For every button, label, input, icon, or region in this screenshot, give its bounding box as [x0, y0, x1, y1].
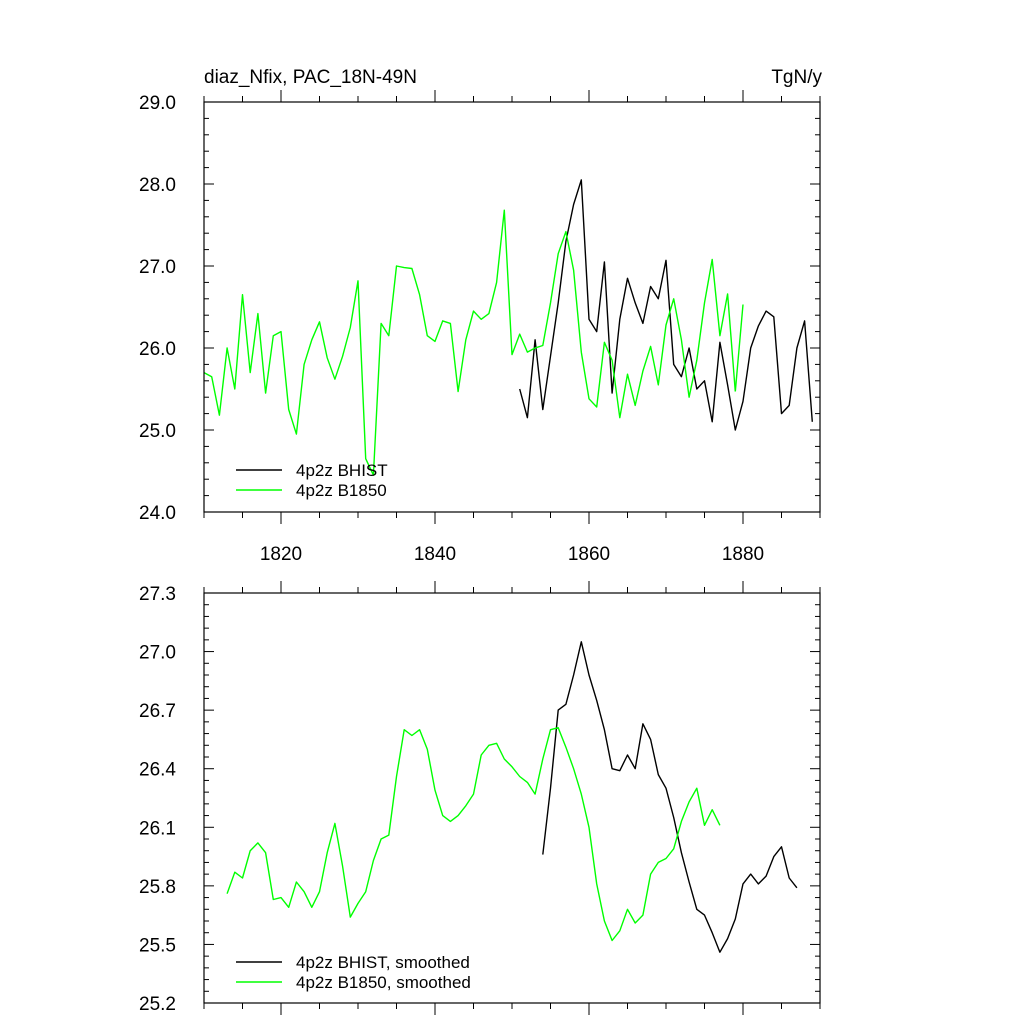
top-axis-ticks: 24.0 25.0 26.0 27.0 28.0 29.0 1820 1840 1860 1880: [139, 90, 821, 565]
y-tick-label: 26.7: [139, 701, 176, 722]
y-tick-label: 27.0: [139, 257, 176, 278]
y-tick-label: 28.0: [139, 175, 176, 196]
y-tick-label: 27.0: [139, 643, 176, 664]
bottom-legend: 4p2z BHIST, smoothed 4p2z B1850, smoothe…: [236, 953, 471, 992]
y-tick-label: 24.0: [139, 503, 176, 524]
y-tick-label: 25.2: [139, 994, 176, 1015]
y-tick-label: 29.0: [139, 93, 176, 114]
legend-label-b1850: 4p2z B1850: [296, 481, 387, 500]
legend-label-bhist: 4p2z BHIST: [296, 461, 388, 480]
x-tick-label: 1880: [722, 544, 764, 565]
top-legend: 4p2z BHIST 4p2z B1850: [236, 461, 388, 500]
bottom-panel: 25.2 25.5 25.8 26.1 26.4 26.7 27.0 27.3 4p2z BH…: [139, 581, 821, 1015]
series-line-4p2z-bhist: [519, 179, 813, 431]
y-tick-label: 26.1: [139, 818, 176, 839]
y-tick-label: 26.4: [139, 760, 176, 781]
legend-label-b1850-smoothed: 4p2z B1850, smoothed: [296, 973, 471, 992]
x-tick-label: 1820: [260, 544, 302, 565]
y-tick-label: 25.5: [139, 935, 176, 956]
series-line-4p2z-bhist-smoothed: [542, 641, 798, 953]
y-tick-label: 25.8: [139, 877, 176, 898]
y-tick-label: 25.0: [139, 421, 176, 442]
top-plot-frame: [203, 101, 821, 513]
bottom-series-lines: [226, 641, 798, 953]
top-panel: diaz_Nfix, PAC_18N-49N TgN/y 24.0 25.0 26.…: [139, 67, 822, 565]
top-series-lines: [203, 179, 813, 476]
legend-label-bhist-smoothed: 4p2z BHIST, smoothed: [296, 953, 470, 972]
units-label: TgN/y: [771, 67, 822, 88]
series-line-b1850-tail: [734, 304, 744, 392]
panel-title: diaz_Nfix, PAC_18N-49N: [204, 67, 417, 88]
bottom-plot-frame: [203, 592, 821, 1004]
series-line-4p2z-b1850-smoothed: [226, 727, 721, 942]
y-tick-label: 26.0: [139, 339, 176, 360]
y-tick-label: 27.3: [139, 584, 176, 605]
series-line-4p2z-b1850: [203, 209, 736, 476]
x-tick-label: 1860: [568, 544, 610, 565]
x-tick-label: 1840: [414, 544, 456, 565]
